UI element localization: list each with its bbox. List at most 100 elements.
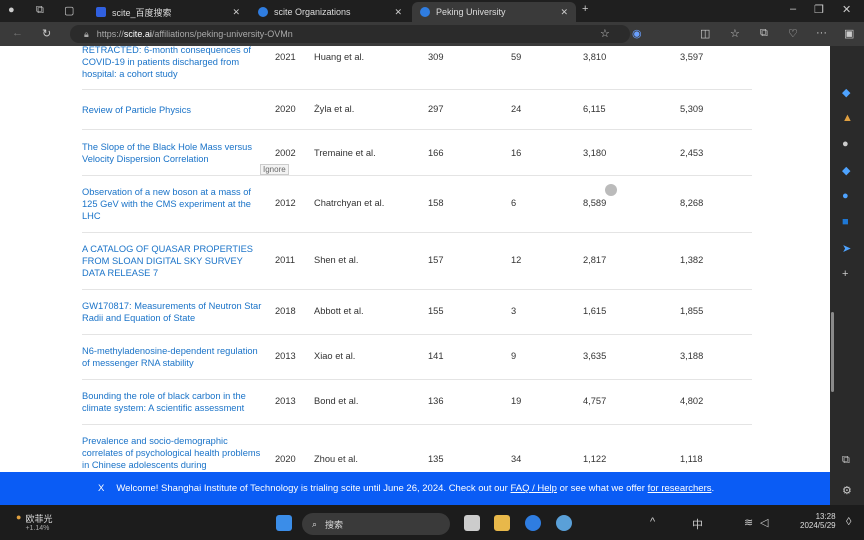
tab-bar: ● ⧉ ▢ scite_百度搜索 ✕ scite Organizations ✕ P… [0,0,864,22]
paper-title-link[interactable]: N6-methyladenosine-dependent regulation … [82,346,258,368]
count-2: 16 [511,148,522,158]
paper-title-link[interactable]: A CATALOG OF QUASAR PROPERTIES FROM SLOA… [82,244,253,278]
maximize-icon[interactable]: ❐ [814,4,824,16]
count-1: 309 [428,52,444,62]
file-explorer-icon[interactable] [494,515,510,531]
paper-title-link[interactable]: Observation of a new boson at a mass of … [82,187,251,221]
wifi-icon[interactable]: ≋ [744,517,754,529]
count-4: 4,802 [680,396,704,406]
tab-scite-organizations[interactable]: scite Organizations ✕ [250,2,410,22]
time: 13:28 [815,512,836,521]
more-icon[interactable]: ··· [816,27,827,39]
paper-title-link[interactable]: RETRACTED: 6-month consequences of COVID… [82,46,251,79]
notification-bell-icon[interactable]: ◊ [846,516,852,528]
tools-icon[interactable]: ▲ [842,112,853,124]
games-icon[interactable]: ◆ [842,165,851,177]
paper-title-link[interactable]: The Slope of the Black Hole Mass versus … [82,142,253,164]
url-path: /affiliations/peking-university-OVMn [151,29,293,39]
close-tab-icon[interactable]: ✕ [394,6,402,17]
address-bar-row: ← ↻ 🔒︎ https://scite.ai/affiliations/peki… [0,22,864,46]
year: 2011 [275,255,295,265]
url-field[interactable]: 🔒︎ https://scite.ai/affiliations/peking-u… [70,25,630,43]
authors: Xiao et al. [314,351,356,361]
count-3: 3,180 [583,148,607,158]
table-row: The Slope of the Black Hole Mass versus … [82,130,752,176]
task-view-icon[interactable] [464,515,480,531]
expand-icon[interactable]: ⧉ [842,454,850,466]
tray-chevron-icon[interactable]: ^ [650,516,656,528]
favorite-star-icon[interactable]: ☆ [600,28,610,40]
add-icon[interactable]: + [842,268,849,280]
app-icon[interactable] [556,515,572,531]
count-2: 19 [511,396,522,406]
edge-sidebar: ◆ ▲ ● ◆ ● ■ ➤ + ⧉ ⚙ [830,46,864,505]
close-window-icon[interactable]: ✕ [842,4,852,16]
paper-title-link[interactable]: GW170817: Measurements of Neutron Star R… [82,301,262,323]
count-2: 59 [511,52,522,62]
authors: Tremaine et al. [314,148,376,158]
faq-help-link[interactable]: FAQ / Help [510,483,557,494]
edge-icon[interactable] [525,515,541,531]
count-2: 6 [511,198,517,208]
count-2: 34 [511,454,522,464]
table-row: N6-methyladenosine-dependent regulation … [82,335,752,380]
outlook-icon[interactable]: ■ [842,216,849,228]
paper-title-link[interactable]: Prevalence and socio-demographic correla… [82,436,261,470]
workspaces-icon[interactable]: ⧉ [36,4,44,16]
tab-baidu[interactable]: scite_百度搜索 ✕ [88,2,248,22]
close-tab-icon[interactable]: ✕ [560,6,568,17]
start-icon[interactable] [276,515,292,531]
scrollbar-thumb[interactable] [831,312,834,392]
count-2: 12 [511,255,522,265]
count-3: 1,615 [583,306,607,316]
year: 2013 [275,351,296,361]
shield-icon[interactable]: ● [842,190,849,202]
close-tab-icon[interactable]: ✕ [232,6,240,17]
favorites-icon[interactable]: ☆ [730,28,740,40]
banner-mid-text: or see what we offer [559,483,645,494]
close-banner-button[interactable]: X [98,483,105,494]
count-3: 3,635 [583,351,607,361]
feedback-icon[interactable]: ♡ [788,28,798,40]
copilot-icon[interactable]: ◆ [842,87,851,99]
split-screen-icon[interactable]: ◫ [700,28,711,40]
cursor-indicator [605,184,617,196]
minimize-icon[interactable]: – [790,3,797,15]
tab-label: scite Organizations [274,7,351,17]
back-icon[interactable]: ← [12,27,23,39]
profile-icon[interactable]: ● [8,4,15,16]
person-icon[interactable]: ● [842,138,849,150]
year: 2021 [275,52,296,62]
ime-indicator[interactable]: 中 [692,519,703,531]
extension-icon[interactable]: ◉ [632,28,642,40]
taskbar-search[interactable]: ⌕ 搜索 [302,513,450,535]
tab-actions-icon[interactable]: ▢ [64,5,75,17]
tab-label: Peking University [436,7,506,17]
count-2: 9 [511,351,517,361]
refresh-icon[interactable]: ↻ [42,28,52,40]
new-tab-icon[interactable]: + [582,3,589,15]
settings-gear-icon[interactable]: ⚙ [842,485,852,497]
stock-widget[interactable]: ● 欧菲光 +1.14% [16,512,52,532]
lock-icon: 🔒︎ [84,28,89,39]
paper-title-link[interactable]: Review of Particle Physics [82,105,192,115]
banner-text: Welcome! Shanghai Institute of Technolog… [116,483,714,494]
tab-peking-university[interactable]: Peking University ✕ [412,2,576,22]
count-4: 1,855 [680,306,704,316]
stock-icon: ● [16,512,22,522]
clock[interactable]: 13:28 2024/5/29 [800,512,836,530]
year: 2013 [275,396,296,406]
count-2: 3 [511,306,517,316]
count-1: 141 [428,351,444,361]
sidebar-toggle-icon[interactable]: ▣ [844,28,855,40]
paper-title-link[interactable]: Bounding the role of black carbon in the… [82,391,246,413]
table-row: Observation of a new boson at a mass of … [82,176,752,233]
count-3: 3,810 [583,52,607,62]
for-researchers-link[interactable]: for researchers [647,483,712,494]
collections-icon[interactable]: ⧉ [760,27,768,39]
count-4: 5,309 [680,104,704,114]
authors: Huang et al. [314,52,365,62]
authors: Bond et al. [314,396,359,406]
send-icon[interactable]: ➤ [842,243,852,255]
volume-icon[interactable]: ◁ [760,517,769,529]
